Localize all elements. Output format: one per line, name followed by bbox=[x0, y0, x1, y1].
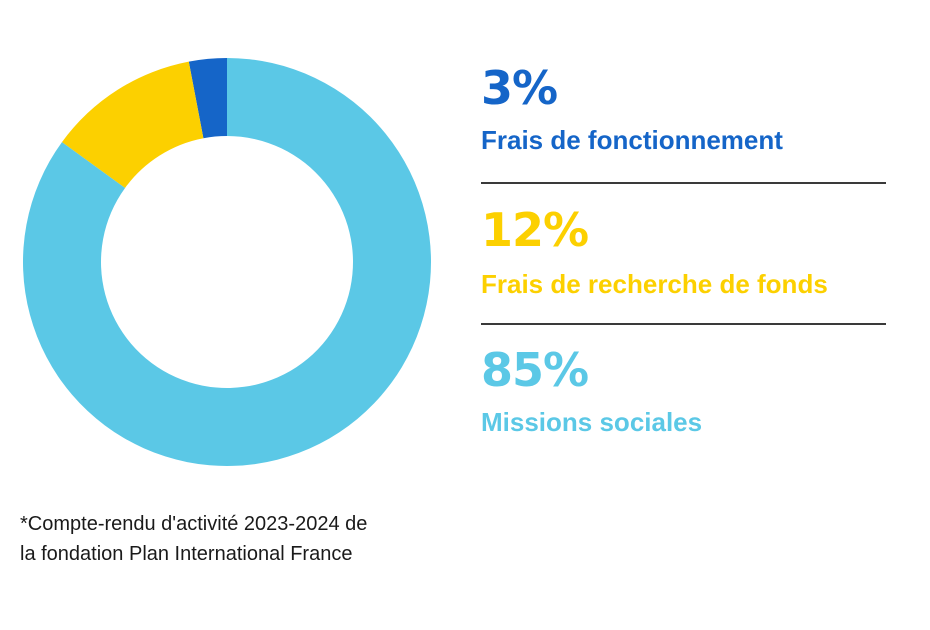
legend-item-recherche-fonds: 12% Frais de recherche de fonds bbox=[481, 205, 901, 299]
legend-item-fonctionnement: 3% Frais de fonctionnement bbox=[481, 63, 901, 155]
label-recherche-fonds: Frais de recherche de fonds bbox=[481, 269, 828, 299]
legend-divider bbox=[481, 323, 886, 325]
footnote-line-1: *Compte-rendu d'activité 2023-2024 de bbox=[20, 513, 368, 535]
percent-recherche-fonds: 12% bbox=[481, 203, 589, 257]
legend-divider bbox=[481, 182, 886, 184]
donut-slice-1 bbox=[61, 61, 204, 188]
percent-fonctionnement: 3% bbox=[481, 61, 558, 115]
label-fonctionnement: Frais de fonctionnement bbox=[481, 125, 783, 155]
donut-slices bbox=[22, 58, 431, 466]
donut-slice-0 bbox=[188, 58, 227, 139]
label-missions-sociales: Missions sociales bbox=[481, 407, 703, 437]
donut-slice-2 bbox=[22, 58, 431, 466]
donut-chart bbox=[22, 58, 431, 466]
footnote: *Compte-rendu d'activité 2023-2024 de la… bbox=[20, 509, 367, 569]
legend-item-missions-sociales: 85% Missions sociales bbox=[481, 345, 901, 437]
percent-missions-sociales: 85% bbox=[481, 343, 589, 397]
footnote-line-2: la fondation Plan International France bbox=[20, 543, 353, 565]
